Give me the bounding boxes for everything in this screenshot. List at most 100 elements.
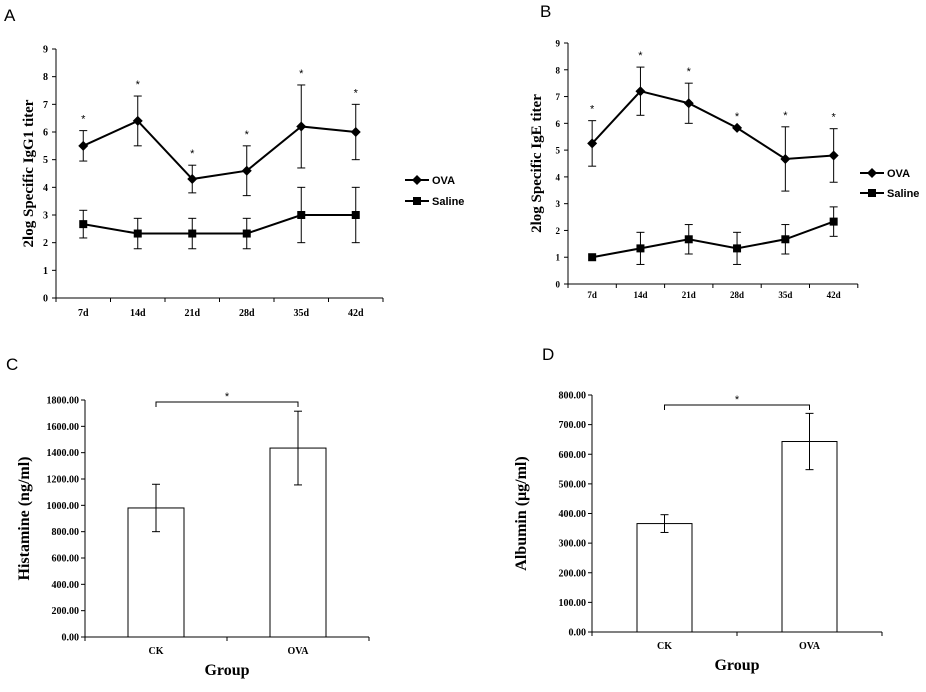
- y-tick-label: 200.00: [559, 568, 587, 579]
- x-tick-label: CK: [149, 646, 164, 657]
- data-point-ova: [241, 165, 252, 176]
- series-line-saline: [83, 214, 356, 235]
- y-tick-label: 6: [556, 119, 561, 129]
- data-point-saline: [242, 229, 251, 238]
- x-tick-label: 7d: [587, 290, 597, 300]
- y-tick-label: 2: [43, 238, 48, 249]
- chart-c-histamine: 0.00 200.00 400.00 600.00 800.00 1000.00 1200.…: [16, 391, 370, 679]
- y-axis-label: Histamine (ng/ml): [16, 457, 33, 581]
- data-point-saline: [829, 217, 838, 226]
- series-line-ova: [591, 90, 834, 160]
- y-tick-label: 1400.00: [47, 448, 80, 459]
- data-point-ova: [732, 122, 743, 133]
- data-point-saline: [188, 229, 197, 238]
- data-point-ova: [132, 115, 143, 126]
- data-point-ova: [780, 153, 791, 164]
- significance-marker: *: [245, 129, 250, 141]
- significance-marker: *: [299, 68, 304, 80]
- panel-letter-a: A: [4, 6, 16, 25]
- significance-marker: *: [354, 87, 359, 99]
- legend-marker-ova: [867, 168, 877, 178]
- x-axis-label: Group: [204, 662, 249, 679]
- x-tick-label: 42d: [348, 308, 364, 319]
- data-point-saline: [781, 235, 790, 244]
- data-point-ova: [187, 174, 198, 185]
- data-point-saline: [133, 229, 142, 238]
- series-line-saline: [591, 220, 834, 259]
- significance-marker: *: [832, 112, 837, 124]
- y-axis-label: 2log Specific IgG1 titer: [21, 99, 37, 247]
- y-tick-label: 700.00: [559, 420, 587, 431]
- data-point-ova: [78, 140, 89, 151]
- x-tick-label: 21d: [184, 308, 200, 319]
- y-tick-label: 1800.00: [47, 396, 80, 407]
- y-tick-label: 800.00: [52, 527, 80, 538]
- legend-entry: Saline: [887, 188, 919, 200]
- data-point-ova: [828, 150, 839, 161]
- y-tick-label: 400.00: [559, 509, 587, 520]
- y-tick-label: 1200.00: [47, 475, 80, 486]
- data-point-saline: [351, 211, 360, 219]
- data-point-saline: [297, 211, 306, 219]
- y-tick-label: 2: [556, 226, 561, 236]
- y-tick-label: 4: [43, 183, 48, 194]
- y-tick-label: 7: [43, 100, 48, 111]
- y-tick-label: 0.00: [569, 628, 587, 639]
- y-tick-label: 9: [43, 45, 48, 56]
- significance-marker: *: [735, 394, 740, 406]
- legend-marker-saline: [868, 189, 876, 197]
- significance-marker: *: [225, 391, 230, 403]
- y-tick-label: 1: [556, 253, 561, 263]
- significance-marker: *: [783, 110, 788, 122]
- significance-marker: *: [136, 79, 141, 91]
- panel-letter-d: D: [542, 345, 554, 364]
- y-tick-label: 8: [43, 72, 48, 83]
- panel-letter-c: C: [6, 355, 18, 374]
- data-point-saline: [79, 220, 88, 229]
- legend-entry: Saline: [432, 196, 464, 208]
- legend-marker-saline: [413, 197, 421, 205]
- legend-marker-ova: [412, 175, 422, 185]
- x-tick-label: 42d: [827, 290, 841, 300]
- chart-a-igg1: 0 1 2 3 4 5 6 7 8 9 7d 14d 21d 28d 35d 42d * * * * * * 2log Sp…: [21, 45, 464, 320]
- x-tick-label: 14d: [633, 290, 647, 300]
- y-tick-label: 8: [556, 65, 561, 75]
- significance-bracket: [664, 404, 810, 410]
- significance-marker: *: [735, 111, 740, 123]
- x-tick-label: CK: [657, 641, 672, 652]
- significance-marker: *: [687, 66, 692, 78]
- data-point-saline: [733, 244, 742, 253]
- data-point-ova: [635, 86, 646, 97]
- bar-ova: [781, 441, 838, 633]
- y-tick-label: 0.00: [62, 633, 80, 644]
- y-tick-label: 4: [556, 172, 561, 182]
- y-tick-label: 800.00: [559, 391, 587, 402]
- significance-marker: *: [81, 114, 86, 126]
- x-tick-label: 21d: [682, 290, 696, 300]
- legend-entry: OVA: [887, 168, 910, 180]
- y-tick-label: 200.00: [52, 606, 80, 617]
- y-tick-label: 600.00: [52, 554, 80, 565]
- significance-marker: *: [638, 50, 643, 62]
- data-point-ova: [296, 121, 307, 132]
- significance-marker: *: [190, 148, 195, 160]
- data-point-saline: [636, 244, 645, 253]
- panel-letter-b: B: [540, 2, 551, 21]
- x-tick-label: 35d: [778, 290, 792, 300]
- y-tick-label: 1: [43, 266, 48, 277]
- y-tick-label: 0: [43, 294, 48, 305]
- y-tick-label: 9: [556, 39, 561, 49]
- y-tick-label: 500.00: [559, 479, 587, 490]
- y-tick-label: 5: [43, 155, 48, 166]
- y-axis-label: Albumin (μg/ml): [513, 456, 530, 570]
- y-tick-label: 1600.00: [47, 422, 80, 433]
- bar-ck: [636, 523, 693, 633]
- x-tick-label: 14d: [130, 308, 146, 319]
- y-tick-label: 1000.00: [47, 501, 80, 512]
- y-tick-label: 300.00: [559, 539, 587, 550]
- y-tick-label: 600.00: [559, 450, 587, 461]
- y-tick-label: 0: [556, 280, 561, 290]
- y-tick-label: 100.00: [559, 598, 587, 609]
- data-point-saline: [588, 253, 597, 262]
